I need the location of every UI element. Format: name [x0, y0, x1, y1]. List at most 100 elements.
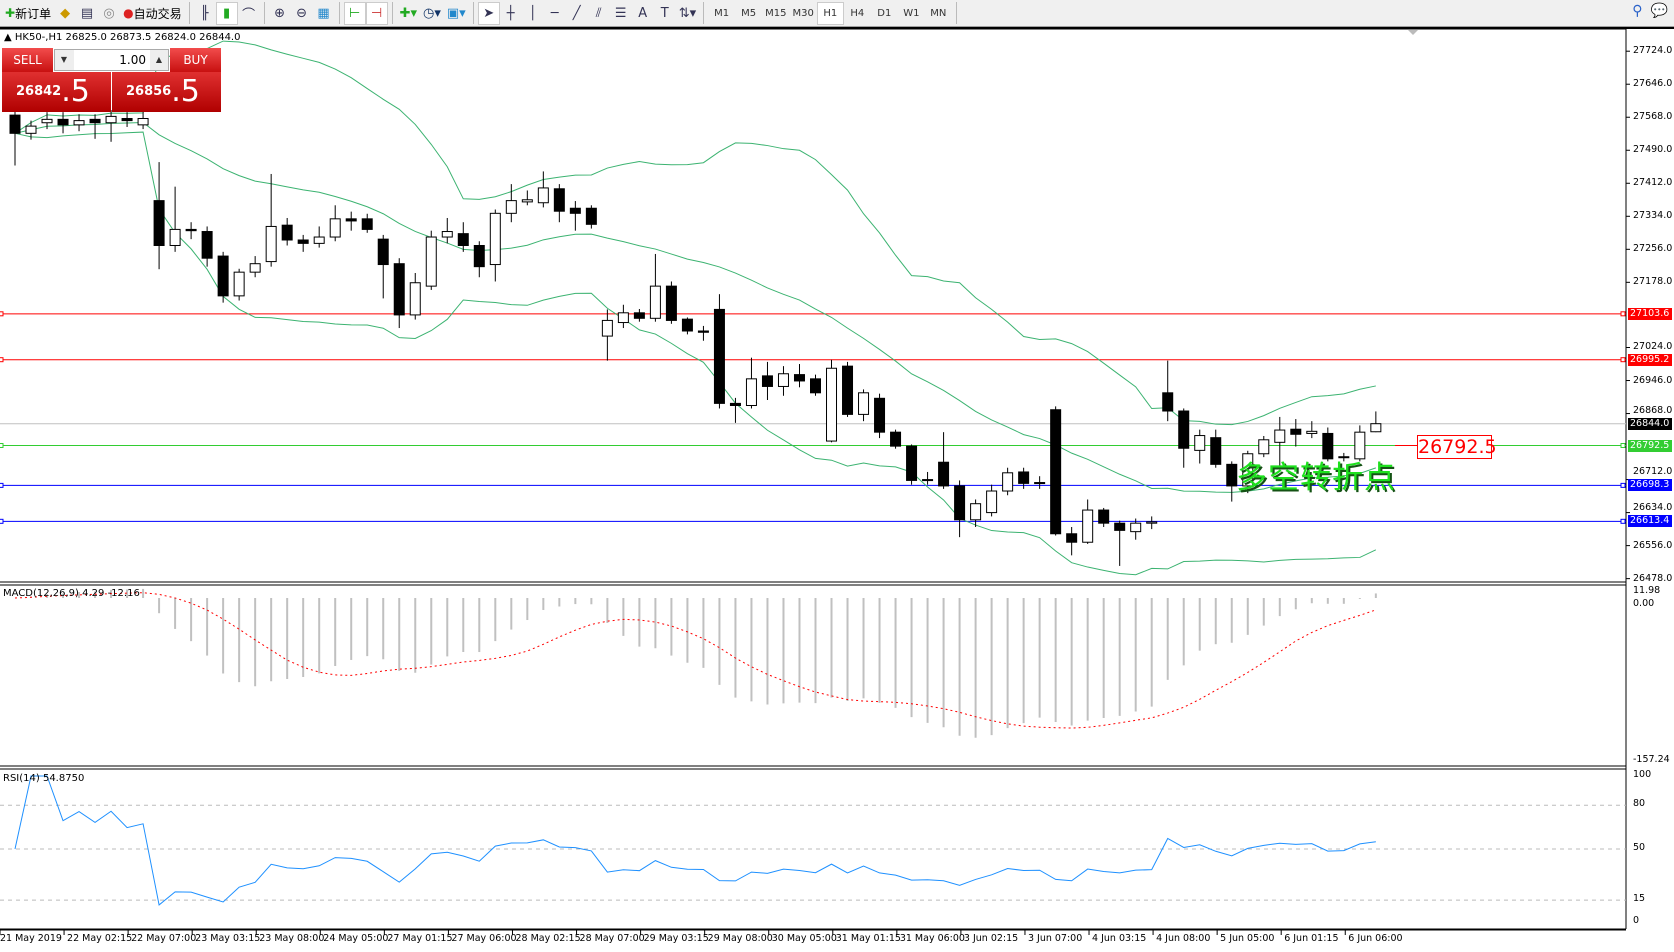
candlestick-button[interactable]: ▮ [215, 1, 238, 25]
candle-bullish [1130, 522, 1142, 533]
search-icon[interactable]: ⚲ [1632, 3, 1643, 19]
time-axis-label: 22 May 02:15 [67, 933, 133, 944]
horizontal-line-button[interactable]: ─ [544, 2, 566, 25]
templates-button[interactable]: ▣▾ [444, 2, 469, 25]
candle-bearish [793, 374, 805, 382]
collapse-icon[interactable]: ▲ [4, 32, 15, 43]
periods-button[interactable]: ◷▾ [420, 2, 444, 25]
autoscroll-button[interactable]: ⊣ [365, 1, 388, 25]
time-axis-label: 27 May 06:00 [451, 933, 517, 944]
macd-signal-line [14, 592, 1377, 729]
price-line-tag: 27103.6 [1628, 307, 1672, 320]
crosshair-button[interactable]: ┼ [500, 2, 522, 25]
candle-bullish [1194, 435, 1206, 451]
zoom-out-button[interactable]: ⊖ [291, 2, 313, 25]
candle-bullish [1146, 521, 1158, 524]
text-label-button[interactable]: T [654, 2, 676, 25]
timeframe-w1[interactable]: W1 [903, 7, 920, 19]
candle-bearish [1162, 392, 1174, 412]
arrows-button[interactable]: ⇅▾ [676, 2, 699, 25]
timeframe-d1[interactable]: D1 [877, 7, 892, 19]
auto-trading-button[interactable]: ● 自动交易 [123, 6, 182, 21]
line-anchor [0, 482, 4, 488]
tile-windows-button[interactable]: ▦ [313, 2, 335, 25]
market-watch-button[interactable]: ◆ [54, 2, 76, 25]
candle-bearish [1050, 409, 1062, 535]
price-axis-label: 27256.0 [1633, 243, 1673, 255]
fibonacci-button[interactable]: ☰ [610, 2, 632, 25]
lot-input[interactable]: 1.00 [74, 50, 150, 70]
candle-bearish [457, 233, 469, 246]
price-axis-label: 27724.0 [1633, 45, 1673, 57]
candle-bearish [217, 255, 229, 297]
candle-bullish [1274, 429, 1286, 443]
new-order-icon: ✚ [5, 6, 16, 20]
lot-increase-button[interactable]: ▲ [155, 55, 163, 64]
rsi-axis-label: 100 [1633, 769, 1652, 780]
candle-bearish [1018, 471, 1030, 484]
bar-chart-button[interactable]: ╟ [194, 2, 216, 25]
candle-bullish [105, 115, 117, 124]
text-button[interactable]: A [632, 2, 654, 25]
timeframe-h1[interactable]: H1 [816, 1, 844, 25]
indicators-button[interactable]: ✚▾ [397, 2, 420, 25]
time-axis-label: 5 Jun 05:00 [1220, 933, 1275, 944]
candle-bearish [361, 218, 373, 230]
time-axis-label: 28 May 02:15 [515, 933, 581, 944]
autoscroll-icon: ⊣ [370, 5, 383, 21]
timeframe-mn[interactable]: MN [930, 7, 947, 19]
buy-price[interactable]: 26856.5 [112, 72, 221, 112]
zoom-in-button[interactable]: ⊕ [269, 2, 291, 25]
price-line-tag: 26995.2 [1628, 353, 1672, 366]
vertical-line-button[interactable]: │ [522, 2, 544, 25]
time-axis-label: 30 May 05:00 [771, 933, 837, 944]
timeframe-h4[interactable]: H4 [850, 7, 865, 19]
candle-bearish [9, 114, 21, 134]
candle-bearish [121, 118, 133, 122]
price-label-box[interactable]: 26792.5 [1417, 435, 1497, 459]
price-axis-label: 27178.0 [1633, 276, 1673, 288]
time-axis-label: 31 May 06:00 [899, 933, 965, 944]
line-chart-button[interactable]: ⌒ [238, 2, 260, 25]
time-axis-label: 31 May 01:15 [835, 933, 901, 944]
navigator-button[interactable]: ▤ [76, 2, 98, 25]
buy-button[interactable]: BUY [170, 48, 221, 72]
chart-header: ▲ HK50-,H1 26825.0 26873.5 26824.0 26844… [4, 32, 241, 43]
timeframe-m1[interactable]: M1 [714, 7, 730, 19]
divider [263, 2, 265, 24]
indicators-icon: ✚▾ [399, 5, 417, 21]
macd-axis-max: 11.98 [1633, 585, 1661, 596]
rsi-axis-label: 15 [1633, 893, 1646, 905]
new-order-button[interactable]: ✚ 新订单 [5, 6, 52, 21]
sell-price[interactable]: 26842.5 [2, 72, 111, 112]
line-anchor [1620, 482, 1626, 488]
candle-bearish [1226, 463, 1238, 487]
zoom-in-icon: ⊕ [274, 5, 286, 21]
candle-bearish [906, 445, 918, 481]
auto-trading-icon: ● [123, 6, 134, 20]
timeframe-m30[interactable]: M30 [792, 7, 814, 19]
equidistant-channel-button[interactable]: ⫽ [588, 2, 610, 25]
lot-decrease-button[interactable]: ▼ [60, 55, 68, 64]
line-anchor [0, 357, 4, 363]
candle-bearish [761, 375, 773, 387]
candle-bearish [1178, 410, 1190, 449]
line-anchor [1620, 311, 1626, 317]
rsi-axis-label: 0 [1633, 915, 1640, 926]
chart-annotation[interactable]: 多空转折点 [1236, 460, 1396, 496]
candle-bullish [858, 392, 870, 415]
bollinger-lower [14, 131, 1377, 576]
trendline-button[interactable]: ╱ [566, 2, 588, 25]
templates-icon: ▣▾ [446, 5, 466, 21]
sell-button[interactable]: SELL [2, 48, 53, 72]
chat-icon[interactable]: 💬 [1650, 3, 1668, 19]
timeframe-m5[interactable]: M5 [741, 7, 757, 19]
cursor-button[interactable]: ➤ [477, 1, 500, 25]
candle-bullish [601, 319, 613, 337]
candle-bearish [89, 118, 101, 124]
timeframe-m15[interactable]: M15 [765, 7, 787, 19]
chart-shift-button[interactable]: ⊢ [343, 1, 366, 25]
signals-button[interactable]: ◎ [98, 2, 120, 25]
divider [391, 2, 393, 24]
